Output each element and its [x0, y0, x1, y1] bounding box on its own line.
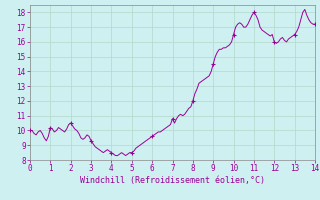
X-axis label: Windchill (Refroidissement éolien,°C): Windchill (Refroidissement éolien,°C) [80, 176, 265, 185]
